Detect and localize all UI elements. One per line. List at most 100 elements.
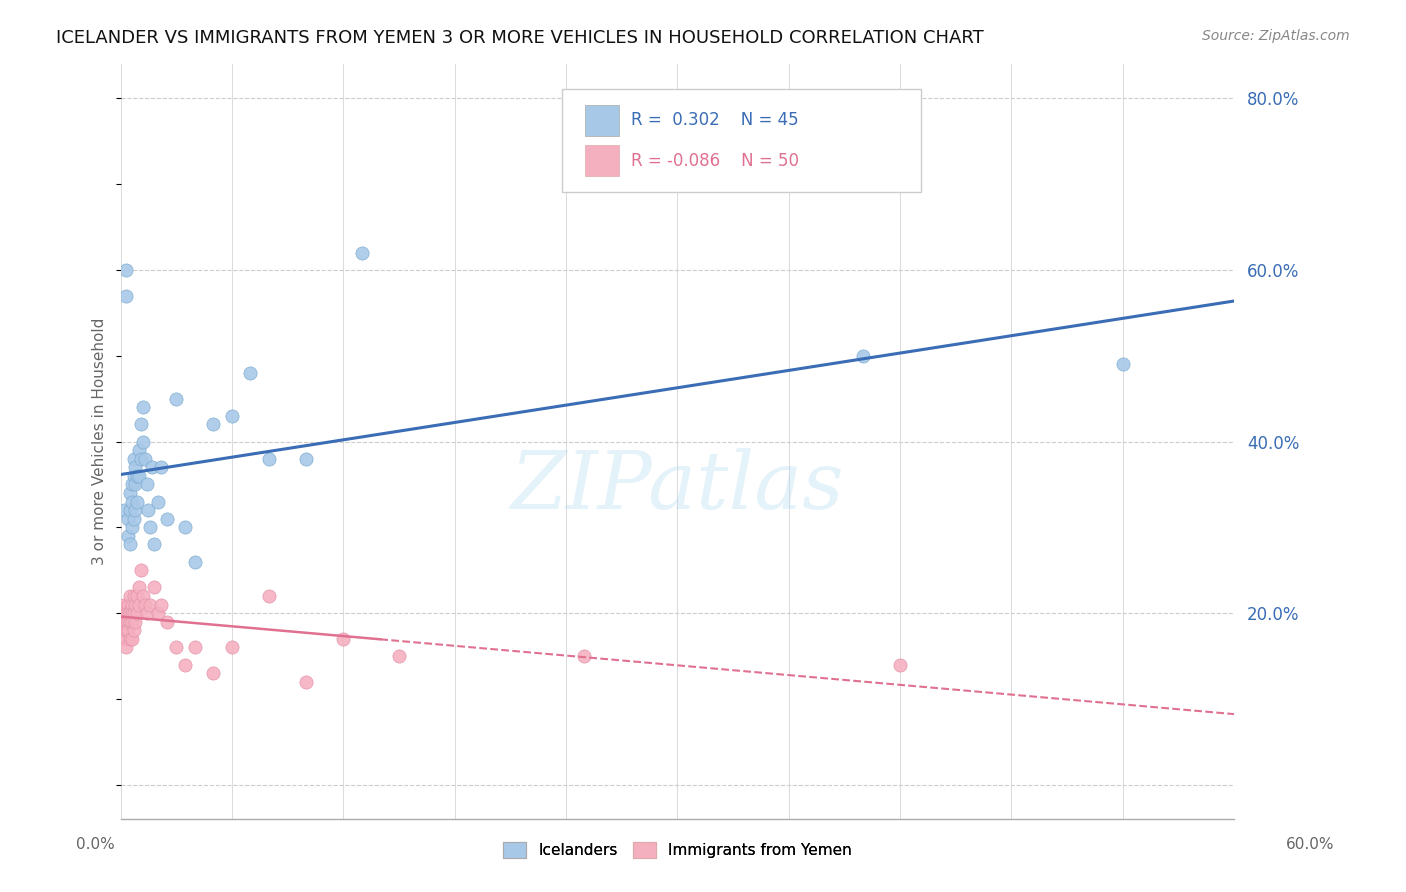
Point xyxy=(574,648,596,663)
Point xyxy=(117,529,139,543)
Point xyxy=(239,366,262,380)
Point xyxy=(115,615,138,629)
Point xyxy=(118,589,141,603)
Point xyxy=(122,589,145,603)
Point xyxy=(146,606,169,620)
Point xyxy=(221,640,243,655)
Point xyxy=(127,606,149,620)
Point xyxy=(122,606,145,620)
Point xyxy=(184,555,207,569)
Point xyxy=(117,615,139,629)
Point xyxy=(118,537,141,551)
Point xyxy=(118,606,141,620)
Text: R =  0.302    N = 45: R = 0.302 N = 45 xyxy=(631,112,799,129)
Point xyxy=(121,598,143,612)
Point xyxy=(112,503,135,517)
Point xyxy=(115,624,138,638)
Point xyxy=(115,263,138,277)
Text: Source: ZipAtlas.com: Source: ZipAtlas.com xyxy=(1202,29,1350,43)
Point xyxy=(146,494,169,508)
Point xyxy=(127,494,149,508)
Point xyxy=(295,674,318,689)
Point xyxy=(118,486,141,500)
Text: R = -0.086    N = 50: R = -0.086 N = 50 xyxy=(631,152,799,169)
Text: ZIPatlas: ZIPatlas xyxy=(510,448,844,525)
Point xyxy=(129,417,152,432)
Point xyxy=(139,520,162,534)
Point xyxy=(141,460,163,475)
Point xyxy=(117,624,139,638)
Point xyxy=(156,615,179,629)
Point xyxy=(174,520,197,534)
Point xyxy=(111,606,134,620)
Point xyxy=(124,615,146,629)
Point xyxy=(142,581,165,595)
Point xyxy=(129,451,152,466)
Point xyxy=(121,632,143,646)
Text: ICELANDER VS IMMIGRANTS FROM YEMEN 3 OR MORE VEHICLES IN HOUSEHOLD CORRELATION C: ICELANDER VS IMMIGRANTS FROM YEMEN 3 OR … xyxy=(56,29,984,46)
Point xyxy=(132,434,155,449)
Point xyxy=(121,520,143,534)
Text: 0.0%: 0.0% xyxy=(76,838,115,852)
Point xyxy=(117,512,139,526)
Point xyxy=(142,537,165,551)
Point xyxy=(122,624,145,638)
Point xyxy=(202,417,225,432)
Point xyxy=(350,245,373,260)
Point xyxy=(150,598,173,612)
Point xyxy=(121,477,143,491)
Point xyxy=(221,409,243,423)
Point xyxy=(115,640,138,655)
Point xyxy=(257,589,280,603)
Point xyxy=(174,657,197,672)
Point xyxy=(121,606,143,620)
Point xyxy=(1111,357,1133,371)
Point xyxy=(122,451,145,466)
Point xyxy=(165,640,187,655)
Point xyxy=(115,606,138,620)
Point xyxy=(112,598,135,612)
Point xyxy=(118,615,141,629)
Point xyxy=(122,512,145,526)
Point xyxy=(122,468,145,483)
Point xyxy=(138,503,160,517)
Point xyxy=(295,451,318,466)
Point xyxy=(135,606,157,620)
Point xyxy=(124,503,146,517)
Legend: Icelanders, Immigrants from Yemen: Icelanders, Immigrants from Yemen xyxy=(496,836,858,864)
Point xyxy=(135,477,157,491)
Point xyxy=(124,477,146,491)
Text: 60.0%: 60.0% xyxy=(1286,838,1334,852)
Point xyxy=(128,581,150,595)
Point xyxy=(111,624,134,638)
Point xyxy=(184,640,207,655)
Point xyxy=(118,632,141,646)
Point xyxy=(128,468,150,483)
Point xyxy=(112,632,135,646)
Y-axis label: 3 or more Vehicles in Household: 3 or more Vehicles in Household xyxy=(93,318,107,566)
Point xyxy=(124,598,146,612)
Point xyxy=(139,598,162,612)
Point xyxy=(132,401,155,415)
Point xyxy=(165,392,187,406)
Point xyxy=(388,648,411,663)
Point xyxy=(134,598,156,612)
Point xyxy=(115,288,138,302)
Point xyxy=(132,589,155,603)
Point xyxy=(134,451,156,466)
Point xyxy=(121,494,143,508)
Point xyxy=(150,460,173,475)
Point xyxy=(121,615,143,629)
Point xyxy=(257,451,280,466)
Point xyxy=(124,460,146,475)
Point xyxy=(889,657,911,672)
Point xyxy=(117,598,139,612)
Point xyxy=(117,606,139,620)
Point xyxy=(128,443,150,458)
Point xyxy=(112,615,135,629)
Point xyxy=(128,598,150,612)
Point xyxy=(332,632,354,646)
Point xyxy=(129,563,152,577)
Point xyxy=(118,503,141,517)
Point xyxy=(127,589,149,603)
